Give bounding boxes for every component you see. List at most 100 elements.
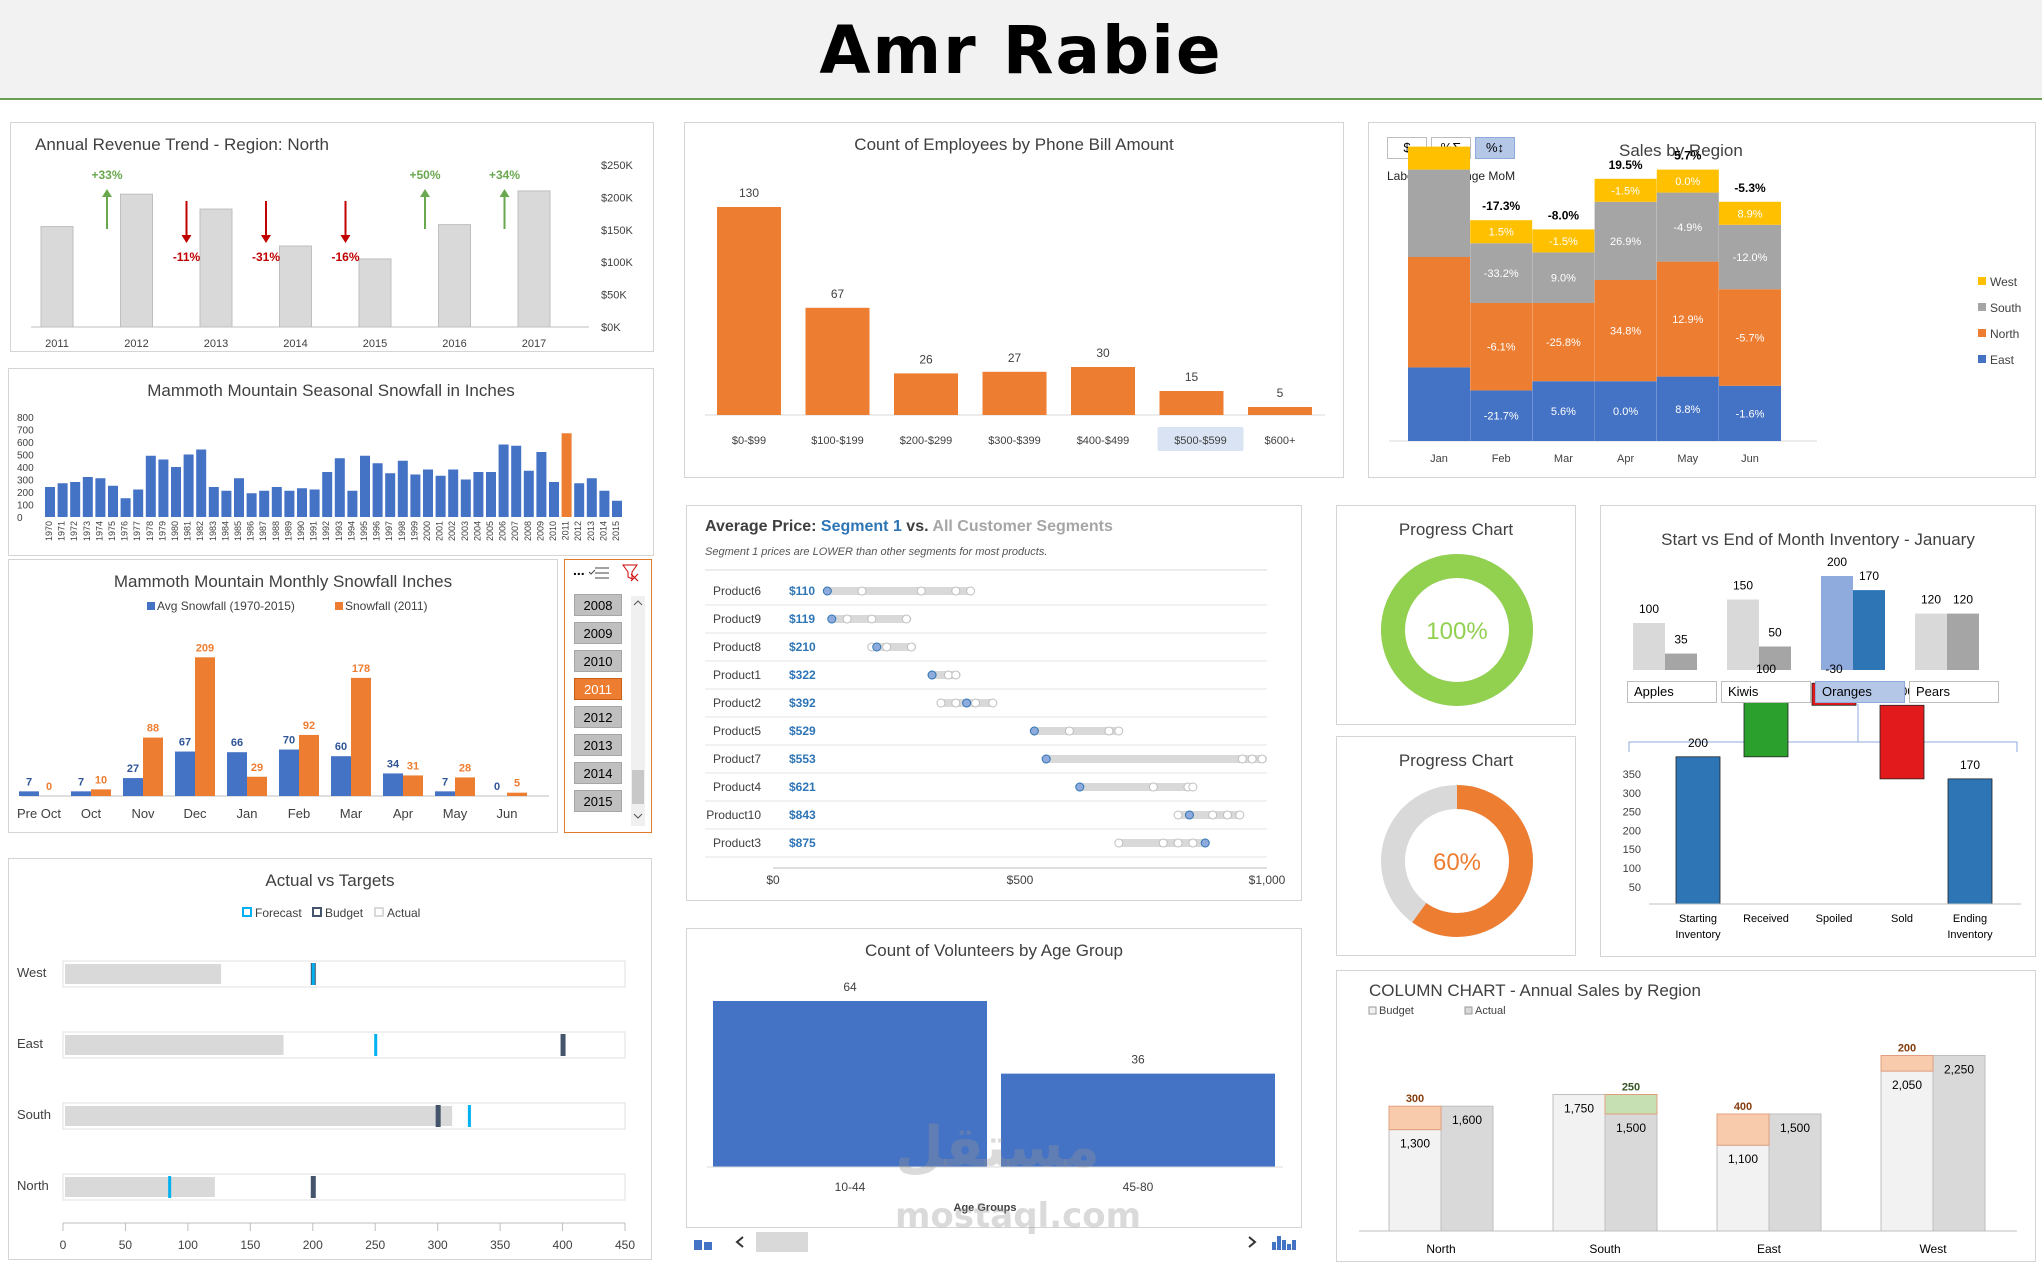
sales-seg-label-north: -5.7% <box>1736 333 1765 345</box>
progress-panel-1: Progress Chart 100% <box>1336 505 1576 725</box>
slicer-item-2014[interactable]: 2014 <box>574 762 622 784</box>
avg-price-product-label: Product10 <box>706 808 761 822</box>
inventory-start-bar <box>1821 576 1853 670</box>
inventory-item-apples[interactable]: Apples <box>1627 681 1717 703</box>
multiselect-icon[interactable] <box>588 567 609 579</box>
avg-price-value: $119 <box>789 612 815 626</box>
inventory-end-label: 120 <box>1953 593 1973 607</box>
sales-legend-label: East <box>1990 353 2015 367</box>
slicer-item-2011[interactable]: 2011 <box>574 678 622 700</box>
avg-price-segment-point <box>857 586 867 596</box>
revenue-bar <box>40 226 74 328</box>
phone-bar <box>717 207 781 415</box>
avg-price-segment-point <box>1222 810 1232 820</box>
phone-xlabel: $300-$399 <box>988 435 1041 447</box>
slicer-item-2012[interactable]: 2012 <box>574 706 622 728</box>
sales-seg-label-west: 0.0% <box>1675 176 1700 188</box>
season-xlabel: 2000 <box>422 521 432 541</box>
col-legend-actual-swatch <box>1464 1006 1473 1015</box>
col-legend-budget-swatch <box>1368 1006 1377 1015</box>
sales-xlabel: Feb <box>1492 453 1511 465</box>
avg-price-value: $553 <box>789 752 816 766</box>
phone-value-label: 26 <box>919 352 933 366</box>
column-chart-icon[interactable] <box>694 1240 712 1250</box>
progress-value-label: 100% <box>1426 618 1487 645</box>
avg-price-product-label: Product6 <box>713 584 761 598</box>
waterfall-ytick: 350 <box>1623 769 1641 781</box>
sales-seg-label-north: 34.8% <box>1610 326 1641 338</box>
season-xlabel: 2005 <box>485 521 495 541</box>
col-xlabel: West <box>1919 1242 1947 1256</box>
slicer-scrollbar[interactable] <box>631 596 645 826</box>
season-bar <box>221 490 232 517</box>
month-xlabel: Dec <box>183 806 207 821</box>
slicer-menu[interactable]: ... <box>573 562 585 578</box>
inventory-end-label: 50 <box>1768 626 1782 640</box>
seg-pct-change-button[interactable]: %↕ <box>1475 137 1515 159</box>
scroll-up-icon[interactable] <box>633 600 643 606</box>
clear-filter-icon[interactable] <box>622 564 639 582</box>
scroll-right-icon[interactable] <box>1248 1236 1257 1248</box>
season-xlabel: 1986 <box>246 521 256 541</box>
season-xlabel: 2013 <box>586 521 596 541</box>
slicer-item-2015[interactable]: 2015 <box>574 790 622 812</box>
col-diff-bar <box>1604 1094 1658 1115</box>
season-xlabel: 2006 <box>498 521 508 541</box>
season-snow-panel: Mammoth Mountain Seasonal Snowfall in In… <box>8 368 654 556</box>
histogram-icon[interactable] <box>1272 1236 1296 1250</box>
phone-bar <box>982 371 1047 415</box>
targets-actual-bar <box>65 1035 284 1055</box>
slicer-scroll-thumb[interactable] <box>632 770 644 804</box>
slicer-item-2009[interactable]: 2009 <box>574 622 622 644</box>
inventory-end-bar <box>1665 653 1697 670</box>
avg-price-value: $621 <box>789 780 816 794</box>
sales-seg-east <box>1594 381 1657 441</box>
month-label-2011: 5 <box>514 778 520 790</box>
sales-seg-label-west: 1.5% <box>1489 227 1514 239</box>
volunteers-axis-title: Age Groups <box>954 1202 1017 1214</box>
targets-budget-marker <box>560 1034 566 1056</box>
sales-legend-swatch <box>1978 329 1986 337</box>
season-bar <box>574 483 585 517</box>
month-label-avg: 66 <box>231 737 243 749</box>
month-label-2011: 209 <box>196 642 214 654</box>
avg-price-segment-point <box>1158 838 1168 848</box>
sales-seg-north <box>1408 257 1470 368</box>
season-xlabel: 2010 <box>548 521 558 541</box>
season-xlabel: 1979 <box>157 521 167 541</box>
scroll-down-icon[interactable] <box>633 813 643 819</box>
inventory-end-bar <box>1759 646 1791 670</box>
inventory-item-pears[interactable]: Pears <box>1909 681 1999 703</box>
slicer-item-2010[interactable]: 2010 <box>574 650 622 672</box>
season-ytick: 500 <box>17 451 34 462</box>
phone-bar <box>1159 391 1224 415</box>
volunteers-scrollbar[interactable] <box>686 1228 1302 1256</box>
avg-price-segment-point <box>1188 782 1198 792</box>
revenue-xlabel: 2017 <box>522 338 546 350</box>
revenue-xlabel: 2015 <box>363 338 387 350</box>
inventory-end-label: 35 <box>1674 633 1688 647</box>
month-label-avg: 27 <box>127 763 139 775</box>
h-scroll-thumb[interactable] <box>756 1232 808 1252</box>
season-ytick: 800 <box>17 413 34 424</box>
season-bar <box>297 488 307 517</box>
slicer-item-2008[interactable]: 2008 <box>574 594 622 616</box>
targets-forecast-marker <box>168 1176 172 1198</box>
season-xlabel: 2011 <box>561 521 571 540</box>
avg-price-segment-point <box>951 698 961 708</box>
slicer-item-2013[interactable]: 2013 <box>574 734 622 756</box>
season-bar <box>108 485 118 517</box>
volunteers-panel: Count of Volunteers by Age Group 64 10-44… <box>686 928 1302 1228</box>
month-bar-avg <box>19 791 39 796</box>
scroll-left-icon[interactable] <box>735 1236 744 1248</box>
inventory-item-oranges[interactable]: Oranges <box>1815 681 1905 703</box>
avg-price-range-bar <box>1079 783 1193 791</box>
avg-price-xtick: $0 <box>766 873 780 887</box>
revenue-bar <box>358 258 392 328</box>
inventory-item-kiwis[interactable]: Kiwis <box>1721 681 1811 703</box>
season-bar <box>612 500 622 517</box>
season-bar <box>95 478 106 517</box>
waterfall-xlabel: Ending <box>1953 913 1987 925</box>
targets-xtick-label: 250 <box>365 1238 385 1252</box>
targets-forecast-marker <box>311 963 315 985</box>
